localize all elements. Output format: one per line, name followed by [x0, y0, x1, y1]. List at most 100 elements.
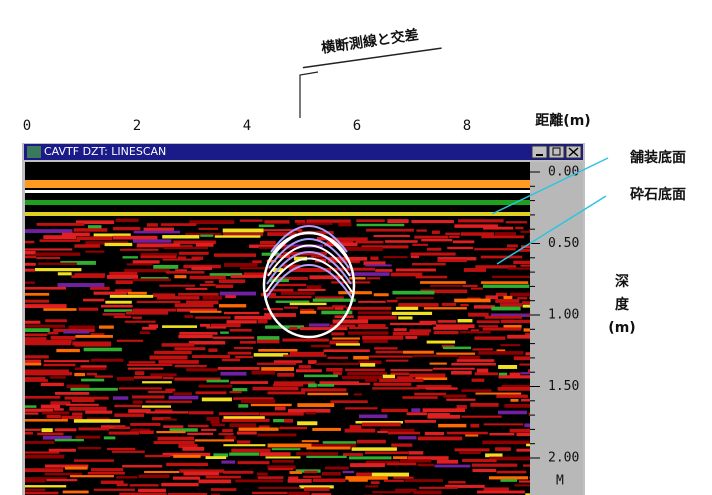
trace-segment	[25, 441, 54, 444]
trace-segment	[432, 231, 440, 234]
trace-segment	[164, 419, 177, 421]
trace-segment	[179, 332, 217, 335]
trace-segment	[273, 384, 303, 387]
trace-segment	[408, 451, 423, 454]
trace-segment	[365, 379, 377, 382]
trace-segment	[284, 419, 293, 423]
trace-segment	[199, 479, 232, 483]
trace-segment	[153, 265, 178, 269]
trace-segment	[188, 425, 209, 427]
trace-segment	[25, 287, 66, 290]
trace-segment	[359, 415, 387, 418]
trace-segment	[104, 436, 116, 439]
trace-segment	[373, 383, 411, 386]
trace-segment	[173, 455, 200, 458]
x-tick-label: 4	[243, 118, 251, 134]
trace-segment	[475, 393, 521, 395]
trace-segment	[120, 249, 158, 251]
trace-segment	[498, 411, 527, 415]
trace-segment	[223, 416, 264, 419]
trace-segment	[496, 395, 527, 398]
trace-segment	[179, 252, 209, 255]
trace-segment	[297, 421, 317, 425]
trace-segment	[216, 285, 233, 288]
trace-segment	[330, 400, 367, 403]
trace-segment	[332, 337, 360, 339]
trace-segment	[227, 320, 257, 323]
trace-segment	[258, 487, 300, 489]
trace-segment	[475, 372, 498, 375]
trace-segment	[391, 443, 412, 446]
trace-segment	[460, 331, 491, 333]
trace-segment	[78, 427, 109, 430]
trace-segment	[367, 277, 380, 279]
trace-segment	[481, 256, 522, 259]
trace-segment	[338, 291, 372, 294]
trace-segment	[472, 464, 518, 467]
trace-segment	[122, 465, 162, 468]
trace-segment	[322, 472, 341, 476]
surface-band	[25, 190, 530, 193]
trace-segment	[510, 373, 521, 376]
trace-segment	[206, 417, 219, 421]
trace-segment	[25, 468, 63, 472]
trace-segment	[25, 479, 45, 483]
trace-segment	[437, 460, 458, 464]
trace-segment	[268, 468, 293, 470]
trace-segment	[36, 257, 60, 259]
crossing-annotation: 横断測線と交差	[299, 23, 441, 67]
trace-segment	[190, 311, 222, 313]
trace-segment	[76, 436, 100, 439]
trace-segment	[144, 471, 179, 473]
trace-segment	[25, 409, 53, 412]
trace-segment	[25, 379, 48, 382]
trace-segment	[290, 303, 327, 305]
trace-segment	[45, 319, 67, 322]
trace-segment	[95, 375, 113, 377]
trace-segment	[55, 428, 77, 431]
trace-segment	[451, 363, 496, 366]
trace-segment	[223, 229, 264, 233]
trace-segment	[81, 379, 104, 382]
trace-segment	[424, 307, 467, 309]
trace-segment	[190, 276, 226, 280]
trace-segment	[455, 448, 490, 451]
trace-segment	[330, 325, 355, 327]
trace-segment	[353, 356, 369, 360]
trace-segment	[477, 320, 500, 323]
trace-segment	[225, 436, 236, 440]
trace-segment	[393, 477, 413, 479]
trace-segment	[405, 336, 417, 339]
trace-segment	[189, 411, 214, 414]
trace-segment	[414, 393, 446, 396]
trace-segment	[489, 433, 514, 435]
trace-segment	[332, 305, 346, 307]
minimize-button[interactable]	[532, 146, 547, 158]
trace-segment	[222, 359, 240, 362]
trace-segment	[25, 340, 72, 343]
trace-segment	[457, 405, 467, 409]
trace-segment	[239, 427, 279, 430]
trace-segment	[303, 476, 321, 478]
trace-segment	[25, 429, 41, 431]
trace-segment	[113, 227, 140, 230]
trace-segment	[451, 371, 472, 375]
trace-segment	[369, 356, 412, 358]
trace-segment	[222, 419, 270, 422]
trace-segment	[114, 316, 131, 318]
trace-segment	[345, 429, 376, 433]
trace-segment	[345, 369, 385, 371]
trace-segment	[163, 425, 183, 428]
trace-segment	[465, 435, 478, 437]
trace-segment	[445, 233, 460, 235]
trace-segment	[325, 467, 349, 470]
trace-segment	[234, 347, 253, 349]
trace-segment	[87, 373, 98, 376]
x-tick-label: 8	[463, 118, 471, 134]
trace-segment	[281, 292, 315, 295]
trace-segment	[129, 361, 156, 363]
trace-segment	[25, 405, 36, 408]
trace-segment	[196, 391, 227, 394]
trace-segment	[312, 444, 356, 447]
trace-segment	[238, 461, 270, 464]
